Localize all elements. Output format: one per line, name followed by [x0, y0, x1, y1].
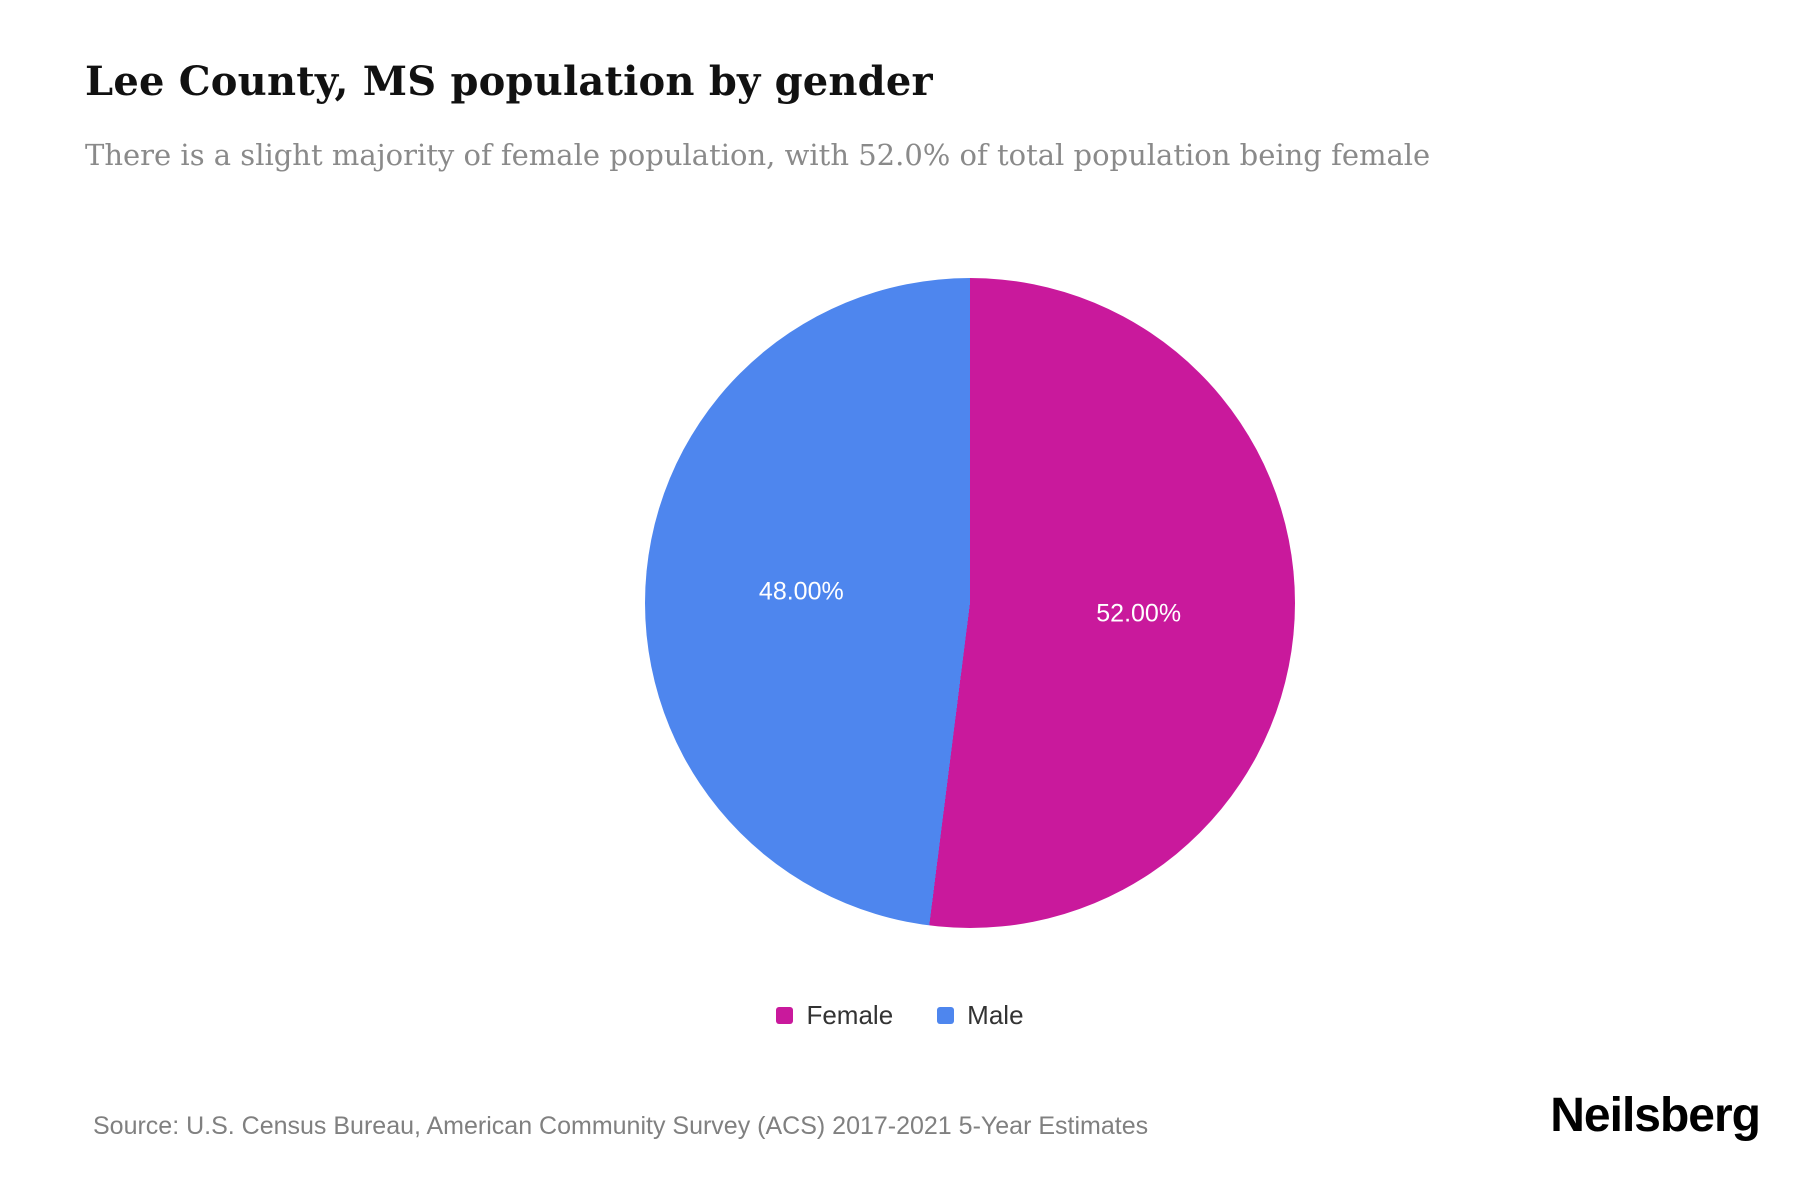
- legend-swatch-male: [937, 1007, 955, 1024]
- brand-logo: Neilsberg: [1550, 1089, 1761, 1142]
- slice-label-female: 52.00%: [1096, 599, 1182, 628]
- legend-item-female[interactable]: Female: [776, 1000, 893, 1031]
- chart-title: Lee County, MS population by gender: [85, 58, 933, 105]
- legend-label-male: Male: [967, 1000, 1024, 1030]
- legend-item-male[interactable]: Male: [937, 1000, 1024, 1031]
- slice-label-male: 48.00%: [758, 577, 844, 606]
- source-note: Source: U.S. Census Bureau, American Com…: [93, 1112, 1149, 1140]
- legend-swatch-female: [776, 1007, 794, 1024]
- pie-chart: 52.00% 48.00%: [645, 278, 1295, 928]
- legend-label-female: Female: [806, 1000, 894, 1030]
- legend: Female Male: [0, 1000, 1800, 1031]
- pie-circle[interactable]: [645, 278, 1295, 928]
- chart-subtitle: There is a slight majority of female pop…: [85, 138, 1431, 172]
